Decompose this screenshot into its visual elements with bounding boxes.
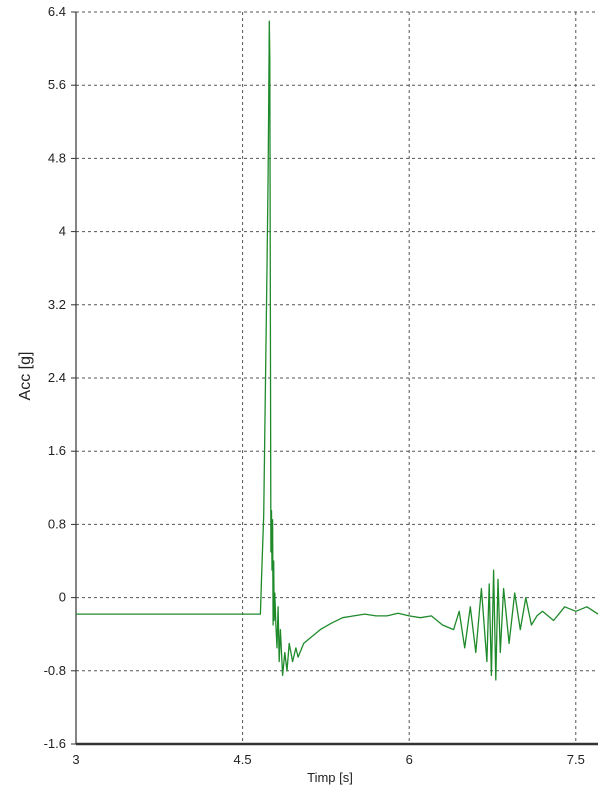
y-tick-label: 3.2 bbox=[48, 297, 66, 312]
x-tick-label: 4.5 bbox=[234, 752, 252, 767]
y-tick-label: 4.8 bbox=[48, 150, 66, 165]
y-tick-label: 6.4 bbox=[48, 4, 66, 19]
x-axis-label: Timp [s] bbox=[307, 770, 353, 785]
y-tick-label: 4 bbox=[59, 224, 66, 239]
y-tick-label: 5.6 bbox=[48, 77, 66, 92]
y-tick-label: -1.6 bbox=[44, 736, 66, 751]
y-tick-label: -0.8 bbox=[44, 663, 66, 678]
x-tick-label: 3 bbox=[72, 752, 79, 767]
y-tick-label: 2.4 bbox=[48, 370, 66, 385]
y-tick-label: 0.8 bbox=[48, 516, 66, 531]
x-tick-label: 6 bbox=[406, 752, 413, 767]
y-tick-label: 0 bbox=[59, 590, 66, 605]
y-tick-label: 1.6 bbox=[48, 443, 66, 458]
y-axis-label: Acc [g] bbox=[17, 352, 34, 401]
x-tick-label: 7.5 bbox=[567, 752, 585, 767]
